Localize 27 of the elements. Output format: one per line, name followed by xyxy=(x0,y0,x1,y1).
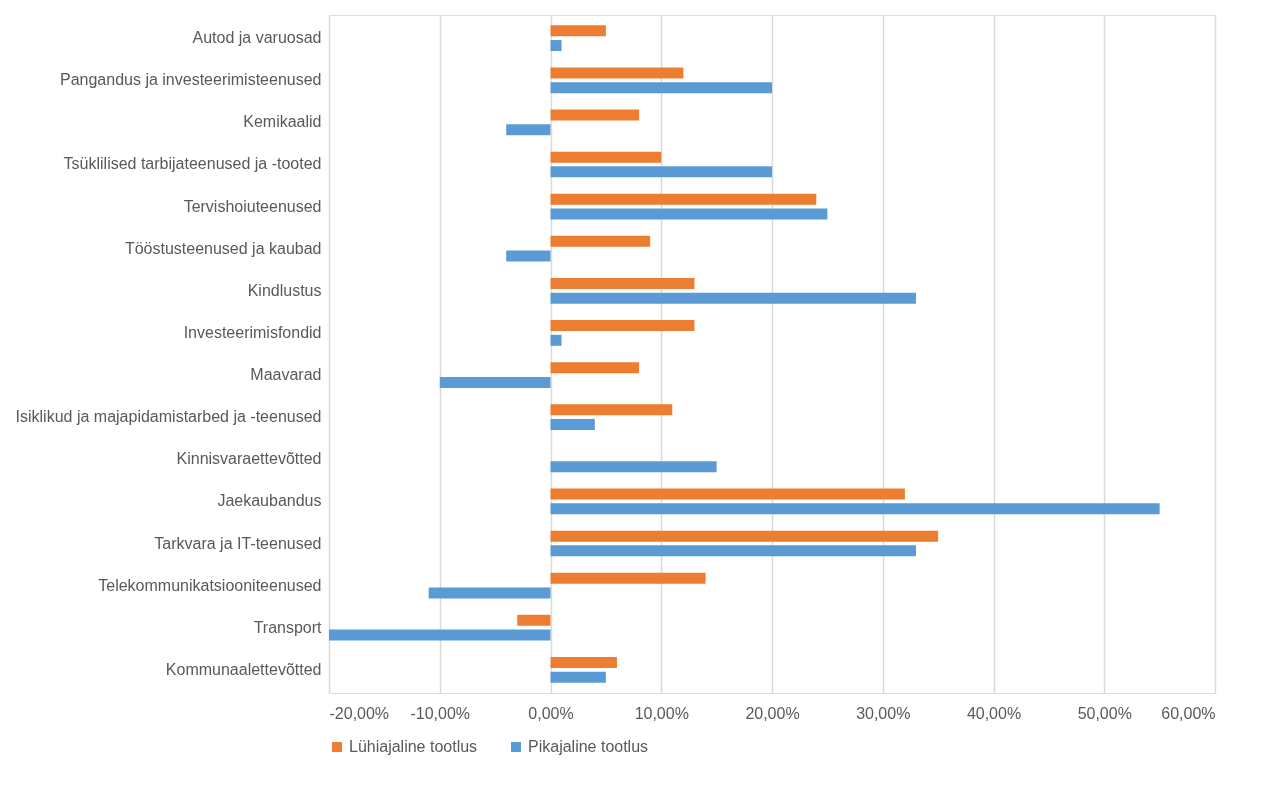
legend-label: Pikajaline tootlus xyxy=(528,738,649,755)
y-tick-label: Isiklikud ja majapidamistarbed ja -teenused xyxy=(15,408,322,426)
y-tick-label: Kinnisvaraettevõtted xyxy=(176,450,322,468)
x-tick-label: 30,00% xyxy=(856,704,911,722)
y-tick-label: Pangandus ja investeerimisteenused xyxy=(60,71,322,89)
y-tick-label: Kemikaalid xyxy=(243,113,322,131)
y-tick-label: Kommunaalettevõtted xyxy=(165,660,322,678)
legend-label: Lühiajaline tootlus xyxy=(349,738,478,755)
x-tick-label: 60,00% xyxy=(1161,704,1216,722)
y-tick-label: Transport xyxy=(253,618,323,636)
y-tick-label: Investeerimisfondid xyxy=(183,323,322,341)
x-tick-label: 10,00% xyxy=(634,704,689,722)
y-tick-label: Tööstusteenused ja kaubad xyxy=(124,239,322,257)
x-tick-label: -10,00% xyxy=(410,704,471,722)
y-tick-label: Kindlustus xyxy=(247,281,322,299)
y-tick-label: Maavarad xyxy=(250,366,322,384)
y-tick-label: Telekommunikatsiooniteenused xyxy=(98,576,322,594)
y-tick-label: Autod ja varuosad xyxy=(192,29,322,47)
y-tick-label: Tervishoiuteenused xyxy=(183,197,322,215)
x-tick-label: 50,00% xyxy=(1077,704,1132,722)
y-tick-label: Tsüklilised tarbijateenused ja -tooted xyxy=(63,155,322,173)
x-tick-label: 0,00% xyxy=(528,704,574,722)
y-tick-label: Tarkvara ja IT-teenused xyxy=(154,534,322,552)
x-tick-label: 40,00% xyxy=(966,704,1022,722)
x-tick-label: -20,00% xyxy=(329,704,390,722)
x-tick-label: 20,00% xyxy=(745,704,800,722)
y-tick-label: Jaekaubandus xyxy=(217,492,322,510)
